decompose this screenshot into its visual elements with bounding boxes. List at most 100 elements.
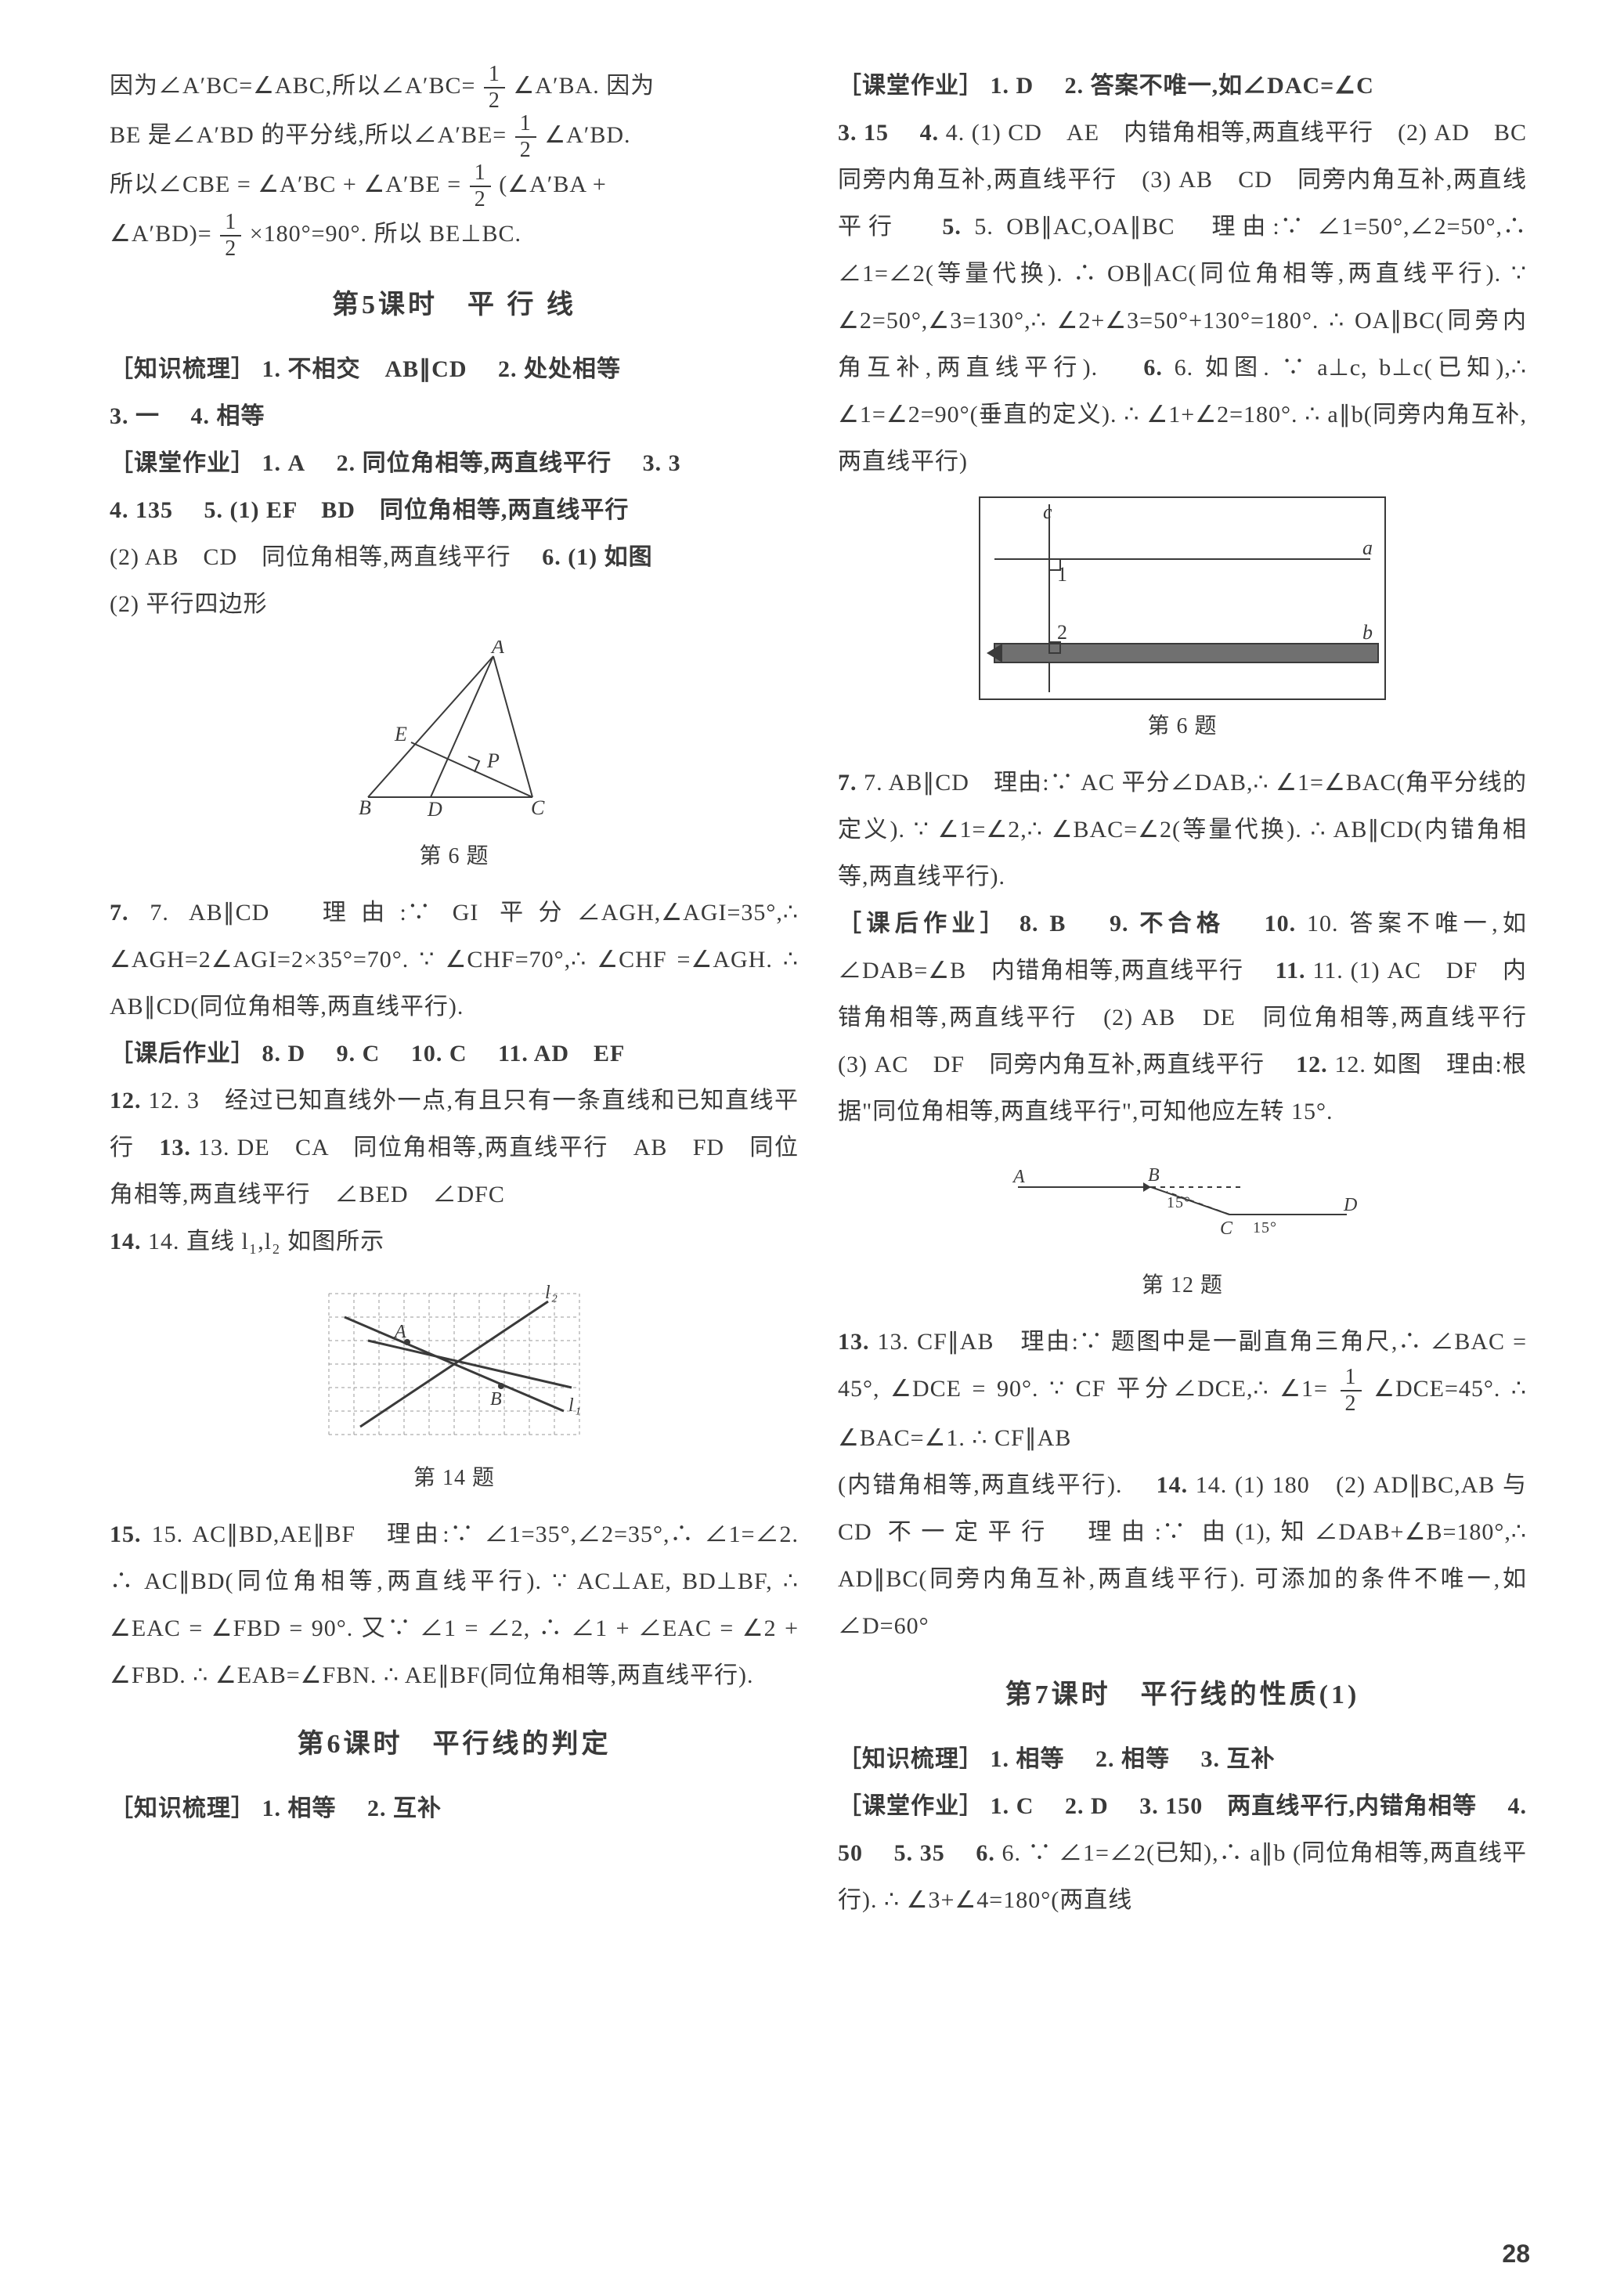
left-column: 因为∠A′BC=∠ABC,所以∠A′BC= 12 ∠A′BA. 因为 BE 是∠… [110, 63, 799, 2245]
point-label: E [394, 723, 408, 745]
text: 9. 不合格 [1110, 911, 1225, 937]
text: 10. C [411, 1041, 467, 1067]
text: 3. 150 两直线平行,内错角相等 [1139, 1793, 1477, 1819]
text-block: ∠A′BD)= 12 ×180°=90°. 所以 BE⊥BC. [110, 211, 799, 260]
text-block: ［知识梳理］ 1. 相等 2. 相等 3. 互补 [838, 1736, 1527, 1783]
text-block: ［课堂作业］ 1. D 2. 答案不唯一,如∠DAC=∠C [838, 63, 1527, 110]
text: (2) AB CD 同位角相等,两直线平行 [110, 544, 511, 570]
text: 5. 35 [894, 1840, 945, 1866]
section-label: ［课后作业］ [838, 911, 1009, 937]
text: 13. DE CA 同位角相等,两直线平行 AB FD 同位角相等,两直线平行 … [110, 1135, 799, 1207]
page-number: 28 [1502, 2240, 1530, 2269]
line-label: b [1362, 621, 1373, 644]
text: ×180°=90°. 所以 BE⊥BC. [250, 221, 521, 247]
text: 2. 相等 [1095, 1746, 1170, 1772]
point-label: A [1012, 1167, 1026, 1187]
figure-caption: 第 6 题 [110, 835, 799, 879]
fraction: 12 [470, 162, 491, 211]
text: 7. AB∥CD 理由:∵ AC 平分∠DAB,∴ ∠1=∠BAC(角平分线的定… [838, 770, 1527, 890]
figure-caption: 第 6 题 [838, 705, 1527, 749]
text-block: 4. 135 5. (1) EF BD 同位角相等,两直线平行 [110, 487, 799, 534]
section-label: ［知识梳理］ [110, 1796, 255, 1821]
text-block: 所以∠CBE = ∠A′BC + ∠A′BE = 12 (∠A′BA + [110, 161, 799, 211]
figure-6-triangle: A B C D E P [337, 641, 572, 828]
fraction: 12 [484, 63, 505, 112]
text-block: 12. 12. 3 经过已知直线外一点,有且只有一条直线和已知直线平行 13. … [110, 1077, 799, 1218]
text: 1. 相等 [262, 1796, 337, 1821]
line-label: a [1362, 536, 1373, 559]
text: (内错角相等,两直线平行). [838, 1472, 1122, 1498]
section-label: ［课堂作业］ [110, 450, 255, 476]
angle-label: 15° [1167, 1194, 1191, 1211]
fraction: 12 [515, 113, 536, 161]
lesson6-heading: 第6课时 平行线的判定 [110, 1718, 799, 1771]
text: 4. 135 [110, 497, 173, 523]
text: 14. 直线 l₁,l₂ 如图所示 [148, 1229, 384, 1254]
point-label: B [490, 1389, 503, 1409]
text: 7. AB∥CD 理由:∵ GI 平分∠AGH,∠AGI=35°,∴ ∠AGH=… [110, 900, 799, 1020]
figure-caption: 第 12 题 [838, 1264, 1527, 1308]
text-block: (2) 平行四边形 [110, 581, 799, 628]
text: 11. AD EF [498, 1041, 625, 1067]
point-label: B [359, 796, 372, 819]
text-block: 7. 7. AB∥CD 理由:∵ GI 平分∠AGH,∠AGI=35°,∴ ∠A… [110, 890, 799, 1030]
text-block: ［知识梳理］ 1. 不相交 AB∥CD 2. 处处相等 [110, 346, 799, 393]
text-block: ［课堂作业］ 1. A 2. 同位角相等,两直线平行 3. 3 [110, 440, 799, 487]
point-label: C [1220, 1218, 1233, 1239]
text-block: BE 是∠A′BD 的平分线,所以∠A′BE= 12 ∠A′BD. [110, 112, 799, 161]
text-block: 13. 13. CF∥AB 理由:∵ 题图中是一副直角三角尺,∴ ∠BAC = … [838, 1319, 1527, 1462]
text: 1. C [991, 1793, 1034, 1819]
point-label: A [393, 1322, 407, 1342]
section-label: ［课堂作业］ [838, 73, 983, 99]
text-block: 7. 7. AB∥CD 理由:∵ AC 平分∠DAB,∴ ∠1=∠BAC(角平分… [838, 760, 1527, 901]
point-label: B [1148, 1165, 1160, 1186]
text-block: 14. 14. 直线 l₁,l₂ 如图所示 [110, 1218, 799, 1265]
text-block: (2) AB CD 同位角相等,两直线平行 6. (1) 如图 [110, 534, 799, 581]
text-block: 15. 15. AC∥BD,AE∥BF 理由:∵ ∠1=35°,∠2=35°,∴… [110, 1511, 799, 1699]
text: 1. D [991, 73, 1034, 99]
text: 3. 互补 [1201, 1746, 1276, 1772]
section-label: ［知识梳理］ [110, 356, 255, 382]
text-block: ［课后作业］ 8. B 9. 不合格 10. 10. 答案不唯一,如∠DAB=∠… [838, 901, 1527, 1135]
figure-12-turn: A B C D 15° 15° [994, 1148, 1370, 1258]
text: 1. A [262, 450, 306, 476]
text: ∠A′BD. [544, 122, 630, 148]
angle-label: 15° [1253, 1219, 1277, 1236]
figure-14-grid: A B l₁ l₂ [313, 1278, 595, 1450]
figure-caption: 第 14 题 [110, 1456, 799, 1500]
text: 1. 相等 [991, 1746, 1065, 1772]
point-label: D [427, 798, 443, 821]
text: 8. B [1020, 911, 1066, 937]
text: 所以∠CBE = ∠A′BC + ∠A′BE = [110, 171, 461, 197]
line-label: l₁ [568, 1395, 582, 1416]
text: 3. 3 [643, 450, 681, 476]
text: 因为∠A′BC=∠ABC,所以∠A′BC= [110, 73, 475, 99]
figure-6-perpendicular: c a b 1 2 [979, 496, 1386, 700]
fraction: 12 [1341, 1366, 1362, 1415]
text-block: (内错角相等,两直线平行). 14. 14. (1) 180 (2) AD∥BC… [838, 1462, 1527, 1650]
point-label: A [490, 641, 505, 658]
text: 3. 15 [838, 120, 889, 146]
section-label: ［课堂作业］ [838, 1793, 983, 1819]
right-column: ［课堂作业］ 1. D 2. 答案不唯一,如∠DAC=∠C 3. 15 4. 4… [838, 63, 1527, 2245]
text: 2. 同位角相等,两直线平行 [337, 450, 612, 476]
text-block: 3. 一 4. 相等 [110, 393, 799, 440]
text: 6. (1) 如图 [542, 544, 652, 570]
line-label: c [1043, 500, 1053, 523]
text-block: 因为∠A′BC=∠ABC,所以∠A′BC= 12 ∠A′BA. 因为 [110, 63, 799, 112]
text-block: ［课堂作业］ 1. C 2. D 3. 150 两直线平行,内错角相等 4. 5… [838, 1783, 1527, 1924]
text: 9. C [337, 1041, 381, 1067]
line-label: l₂ [545, 1283, 558, 1303]
text: (2) 平行四边形 [110, 591, 267, 617]
text: BE 是∠A′BD 的平分线,所以∠A′BE= [110, 122, 507, 148]
text: 1. 不相交 AB∥CD [262, 356, 467, 382]
angle-label: 2 [1057, 621, 1068, 644]
point-label: P [486, 749, 500, 772]
angle-label: 1 [1057, 563, 1068, 586]
text-block: 3. 15 4. 4. (1) CD AE 内错角相等,两直线平行 (2) AD… [838, 110, 1527, 485]
text-block: ［课后作业］ 8. D 9. C 10. C 11. AD EF [110, 1030, 799, 1077]
lesson5-heading: 第5课时 平 行 线 [110, 279, 799, 332]
text: 4. 相等 [191, 403, 265, 429]
text: (∠A′BA + [499, 171, 607, 197]
text: 2. 互补 [367, 1796, 442, 1821]
